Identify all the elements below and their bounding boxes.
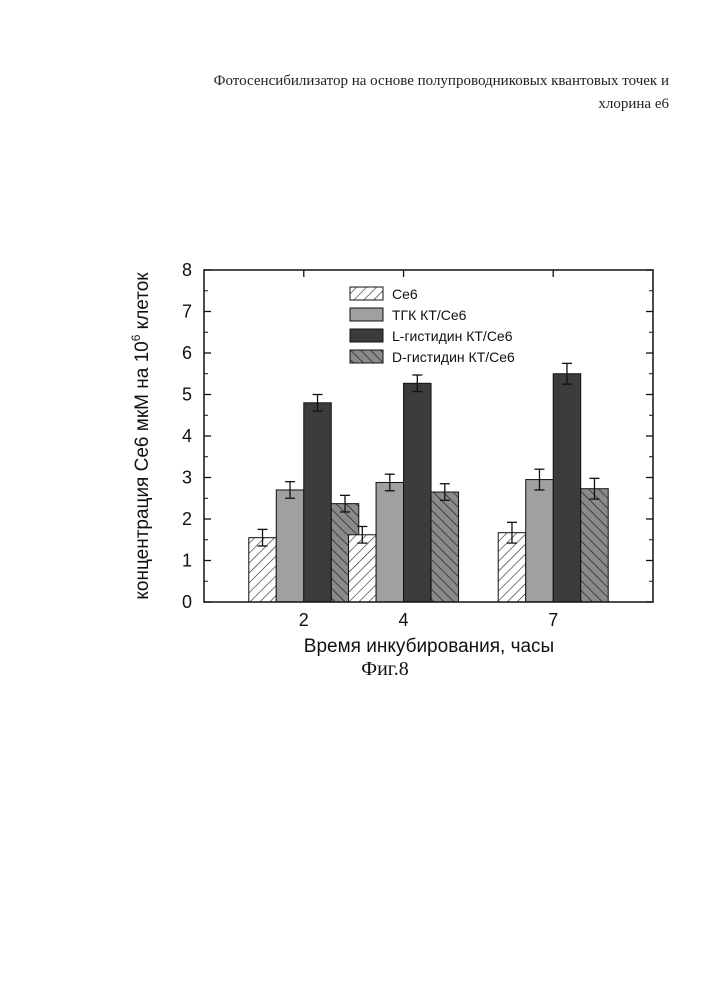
x-tick-label: 4 xyxy=(399,610,409,630)
legend-label: Ce6 xyxy=(392,286,418,302)
y-tick-label: 1 xyxy=(182,551,192,571)
legend-swatch xyxy=(349,349,384,364)
bar xyxy=(348,534,377,603)
bar xyxy=(430,491,460,603)
y-tick-label: 0 xyxy=(182,592,192,612)
bar xyxy=(580,488,609,603)
y-tick-label: 5 xyxy=(182,385,192,405)
plot-area: 0 1 2 3 4 5 6 7 8 2 4 7 xyxy=(182,260,653,630)
y-axis-title-superscript: 6 xyxy=(129,334,143,341)
y-tick-label: 2 xyxy=(182,509,192,529)
document-header: Фотосенсибилизатор на основе полупроводн… xyxy=(0,70,669,116)
bar xyxy=(403,382,432,603)
y-axis-title-tail: клеток xyxy=(132,272,153,335)
legend-label: ТГК КТ/Ce6 xyxy=(392,307,467,323)
legend-label: D-гистидин КТ/Ce6 xyxy=(392,349,515,365)
legend-label: L-гистидин КТ/Ce6 xyxy=(392,328,513,344)
y-axis-title: концентрация Ce6 мкМ на 106 клеток xyxy=(129,272,153,600)
bar xyxy=(525,479,554,603)
legend: Ce6 ТГК КТ/Ce6 L-гистидин КТ/Ce6 D-гистидин… xyxy=(349,286,515,365)
bar xyxy=(552,373,582,603)
x-tick-label: 7 xyxy=(548,610,558,630)
figure-caption: Фиг.8 xyxy=(361,658,408,680)
legend-swatch xyxy=(349,328,384,343)
x-axis-title: Время инкубирования, часы xyxy=(304,636,554,657)
y-tick-label: 8 xyxy=(182,260,192,280)
y-tick-label: 7 xyxy=(182,302,192,322)
legend-swatch xyxy=(349,307,384,322)
bar xyxy=(275,489,305,603)
header-line-2: хлорина е6 xyxy=(598,96,669,112)
legend-swatch xyxy=(349,286,384,301)
bar xyxy=(303,402,332,603)
bar xyxy=(375,481,405,603)
x-tick-label: 2 xyxy=(299,610,309,630)
y-tick-label: 6 xyxy=(182,343,192,363)
bar xyxy=(248,537,277,603)
plot-frame xyxy=(203,269,654,603)
header-line-1: Фотосенсибилизатор на основе полупроводн… xyxy=(213,73,669,89)
y-tick-label: 4 xyxy=(182,426,192,446)
y-tick-label: 3 xyxy=(182,468,192,488)
y-axis-title-main: концентрация Ce6 мкМ на 10 xyxy=(132,341,153,599)
